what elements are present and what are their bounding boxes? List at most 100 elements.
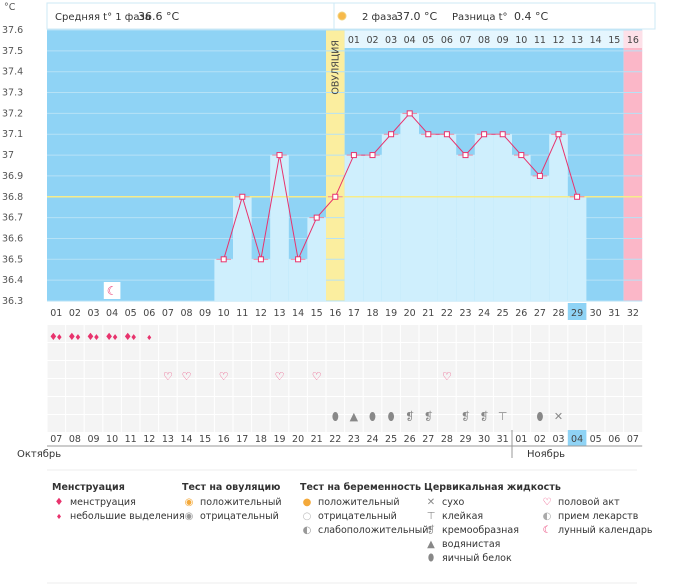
- moon-box: [103, 282, 121, 299]
- date-label: 15: [199, 434, 211, 445]
- temperature-point: [536, 172, 543, 179]
- egg-white-icon: ⬮: [332, 410, 339, 423]
- y-tick: 36.8: [2, 192, 23, 203]
- temperature-point: [295, 256, 302, 263]
- heart-icon: ♡: [542, 497, 552, 508]
- cycle-day-label: 06: [143, 308, 155, 319]
- luteal-day-label: 01: [348, 35, 360, 46]
- temperature-bar: [530, 175, 550, 301]
- y-tick: 36.9: [2, 171, 23, 182]
- date-label: 04: [571, 434, 583, 445]
- date-label: 09: [87, 434, 99, 445]
- cycle-day-label: 10: [218, 308, 230, 319]
- legend-label: клейкая: [442, 511, 484, 522]
- luteal-day-label: 04: [404, 35, 416, 46]
- legend-item: ⊤ клейкая: [424, 510, 561, 524]
- moon-icon: ☾: [107, 284, 118, 298]
- menstruation-icon: ♦: [86, 332, 95, 343]
- y-tick: 36.7: [2, 213, 23, 224]
- temperature-point: [555, 131, 562, 138]
- temperature-bar: [549, 134, 568, 301]
- date-label: 25: [385, 434, 397, 445]
- temperature-bar: [493, 134, 512, 301]
- luteal-day-label: 06: [441, 35, 453, 46]
- cycle-day-label: 25: [497, 308, 509, 319]
- temperature-bar: [251, 259, 271, 301]
- legend-item: ◐ слабоположительный: [300, 524, 429, 538]
- ovulation-sun-icon: [337, 11, 347, 21]
- y-tick: 36.6: [2, 233, 23, 244]
- date-label: 02: [534, 434, 546, 445]
- cycle-day-label: 15: [311, 308, 323, 319]
- luteal-day-label: 05: [422, 35, 434, 46]
- menstruation-icon: ♦: [130, 333, 137, 342]
- legend-title: Тест на овуляцию: [182, 482, 281, 493]
- legend-label: яичный белок: [442, 553, 512, 564]
- y-axis-label: °C: [4, 2, 16, 13]
- date-label: 16: [218, 434, 230, 445]
- creamy-icon: ❡: [461, 410, 470, 423]
- legend-item: ❡ кремообразная: [424, 524, 561, 538]
- legend-item: ▲ водянистая: [424, 538, 561, 552]
- date-label: 03: [552, 434, 564, 445]
- legend-label: небольшие выделения: [70, 511, 185, 522]
- temperature-point: [481, 131, 488, 138]
- cycle-day-row: [47, 303, 643, 320]
- pregnancy-weak-icon: ◐: [302, 525, 312, 536]
- creamy-icon: ❡: [479, 410, 488, 423]
- date-label: 11: [125, 434, 137, 445]
- luteal-day-label: 12: [552, 35, 564, 46]
- phase1-label: Средняя t° 1 фаза: [55, 12, 151, 23]
- date-label: 23: [348, 434, 360, 445]
- temperature-bar: [474, 134, 494, 301]
- light-spotting-icon: ♦: [146, 334, 152, 342]
- temperature-line: [223, 112, 578, 261]
- date-label: 28: [441, 434, 453, 445]
- temperature-point: [313, 214, 320, 221]
- legend-item: ♦ небольшие выделения: [52, 510, 185, 524]
- temperature-point: [406, 110, 413, 117]
- legend-item: ☾ лунный календарь: [540, 524, 653, 538]
- y-tick: 37.2: [2, 108, 23, 119]
- temperature-point: [462, 152, 469, 159]
- egg-white-icon: ⬮: [388, 410, 395, 423]
- header-phase2-box: [333, 2, 656, 30]
- month-label: Ноябрь: [527, 449, 565, 460]
- legend-title: Цервикальная жидкость: [424, 482, 561, 493]
- luteal-day-label: 03: [385, 35, 397, 46]
- creamy-icon: ❡: [405, 410, 414, 423]
- cycle-day-label: 32: [627, 308, 639, 319]
- dry-icon: ✕: [554, 410, 563, 423]
- date-label: 30: [478, 434, 490, 445]
- y-tick: 37.4: [2, 67, 23, 78]
- cycle-day-label: 01: [50, 308, 62, 319]
- cycle-day-label: 22: [441, 308, 453, 319]
- date-label: 26: [404, 434, 416, 445]
- luteal-day-label: 07: [459, 35, 471, 46]
- cycle-day-label: 20: [404, 308, 416, 319]
- phase2-label: 2 фаза: [362, 12, 398, 23]
- temperature-point: [425, 131, 432, 138]
- date-label: 08: [69, 434, 81, 445]
- cycle-day-label: 28: [552, 308, 564, 319]
- temperature-point: [369, 152, 376, 159]
- sticky-icon: ⊤: [426, 511, 436, 522]
- luteal-days-row-next: [623, 30, 643, 48]
- today-date-highlight: [567, 430, 587, 446]
- legend-label: лунный календарь: [558, 525, 653, 536]
- legend-label: менструация: [70, 497, 136, 508]
- sticky-icon: ⊤: [498, 410, 508, 423]
- luteal-day-label: 14: [590, 35, 602, 46]
- pill-icon: ◐: [542, 511, 552, 522]
- menstruation-icon: ♦: [123, 332, 132, 343]
- cycle-day-label: 13: [273, 308, 285, 319]
- temperature-bar: [214, 259, 233, 301]
- y-tick: 37.5: [2, 46, 23, 57]
- date-label: 21: [311, 434, 323, 445]
- cycle-day-label: 30: [590, 308, 602, 319]
- cycle-day-label: 19: [385, 308, 397, 319]
- legend-other: ♡ половой акт ◐ прием лекарств ☾ лунный кал…: [540, 496, 653, 538]
- legend-item: ○ отрицательный: [300, 510, 428, 524]
- cycle-day-label: 18: [366, 308, 378, 319]
- egg-white-icon: ⬮: [427, 553, 435, 564]
